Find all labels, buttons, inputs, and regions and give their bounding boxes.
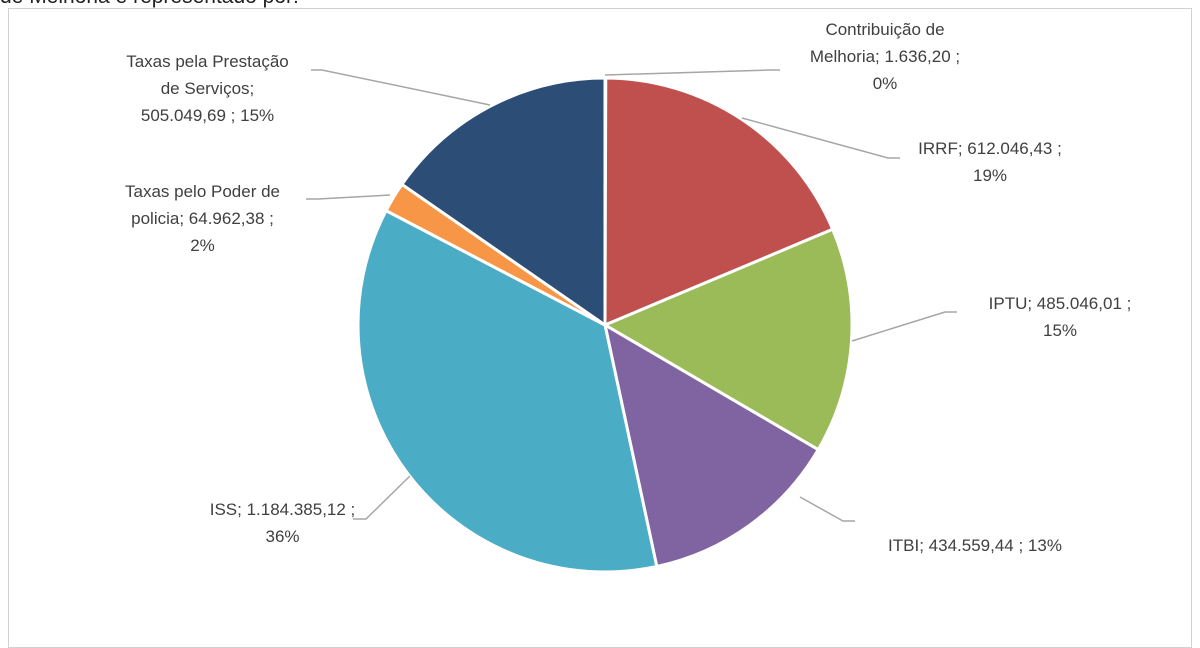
data-label-line: policia; 64.962,38 ; [131,209,274,228]
pie-slice-1 [603,76,835,327]
data-label-line: 36% [265,527,300,546]
pie-slice-6 [400,76,607,327]
leader-line-4 [353,475,411,520]
data-label-line: IPTU; 485.046,01 ; [988,294,1132,313]
data-label-2: IPTU; 485.046,01 ; 15% [955,290,1165,344]
data-label-line: ISS; 1.184.385,12 ; [209,500,356,519]
data-label-line: 0% [872,74,898,93]
pie-slice-2 [603,227,854,452]
data-label-line: Taxas pelo Poder de [125,182,280,201]
data-label-line: ITBI; 434.559,44 ; 13% [888,536,1062,555]
data-label-5: Taxas pelo Poder de policia; 64.962,38 ; 2… [85,178,320,259]
data-label-line: Contribuição de [825,20,945,39]
data-label-line: de Serviços; [160,79,255,98]
data-label-line: 19% [972,166,1008,185]
data-label-1: IRRF; 612.046,43 ; 19% [880,135,1100,189]
data-label-line: 15% [1042,321,1078,340]
data-label-line: IRRF; 612.046,43 ; [918,139,1062,158]
data-label-6: Taxas pela Prestação de Serviços; 505.049,… [95,48,320,129]
leader-line-6 [311,69,491,106]
clipped-body-text: de Melhoria é representado por: [0,0,299,15]
data-label-line: Taxas pela Prestação [126,52,289,71]
data-label-0: Contribuição de Melhoria; 1.636,20 ; 0% [770,16,1000,97]
leader-line-1 [741,117,900,159]
data-label-line: 2% [190,236,215,255]
data-label-line: Melhoria; 1.636,20 ; [809,47,961,66]
data-label-3: ITBI; 434.559,44 ; 13% [855,532,1095,559]
leader-line-3 [799,496,855,522]
pie-slice-3 [603,323,820,569]
pie-slice-4 [356,209,659,574]
leader-line-2 [851,311,957,342]
data-label-line: 505.049,69 ; 15% [140,106,275,125]
data-label-4: ISS; 1.184.385,12 ; 36% [185,496,380,550]
leader-line-0 [604,69,780,76]
pie-chart [306,69,957,574]
leader-line-5 [306,194,391,200]
